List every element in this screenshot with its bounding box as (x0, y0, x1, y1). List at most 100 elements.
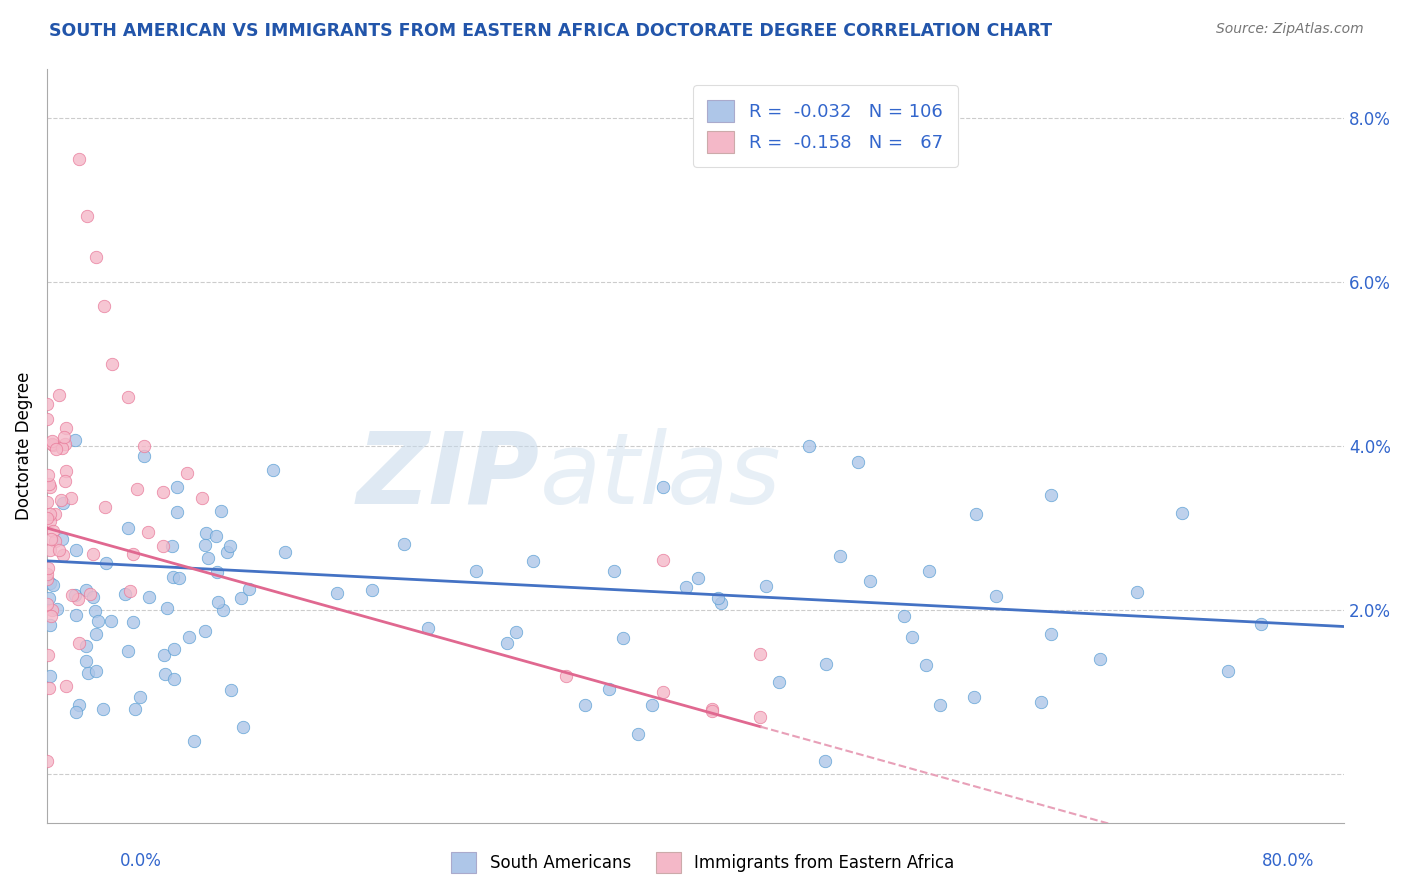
Point (361, 582, 384, 597)
Point (232, 720, 254, 734)
Point (652, 480, 675, 494)
Text: ZIP: ZIP (357, 427, 540, 524)
Point (51, 442, 73, 456)
Point (53, 430, 76, 444)
Point (39, 480, 62, 494)
Point (900, 630, 922, 644)
Point (39, 668, 62, 682)
Point (37, 754, 59, 768)
Point (1029, 695, 1052, 709)
Point (522, 554, 544, 568)
Point (100, 357, 122, 371)
Point (67, 152, 90, 166)
Point (197, 550, 219, 565)
Point (63, 434, 86, 448)
Point (84, 250, 107, 264)
Point (37, 510, 59, 524)
Point (136, 524, 159, 539)
Point (153, 648, 176, 662)
Point (797, 439, 820, 453)
Point (326, 586, 349, 600)
Point (846, 455, 869, 469)
Point (84, 627, 107, 641)
Point (117, 521, 139, 535)
Point (1218, 665, 1240, 679)
Point (84, 604, 107, 618)
Point (91, 702, 114, 716)
Point (67, 636, 90, 650)
Point (77, 666, 100, 681)
Point (35, 566, 58, 581)
Point (176, 466, 198, 480)
Point (122, 547, 145, 561)
Point (46, 602, 69, 616)
Point (41, 437, 63, 451)
Point (554, 669, 576, 683)
Point (65, 607, 87, 622)
Point (134, 439, 156, 453)
Point (48, 388, 70, 402)
Point (66, 592, 89, 607)
Legend: South Americans, Immigrants from Eastern Africa: South Americans, Immigrants from Eastern… (444, 846, 962, 880)
Point (44, 507, 66, 521)
Point (598, 682, 620, 697)
Point (37, 467, 59, 482)
Point (134, 449, 156, 463)
Point (84, 665, 107, 679)
Point (48, 543, 70, 558)
Point (626, 727, 648, 741)
Point (815, 657, 838, 672)
Point (205, 565, 228, 579)
Text: 0.0%: 0.0% (120, 852, 162, 870)
Point (183, 734, 205, 748)
Point (37, 648, 59, 663)
Point (652, 553, 675, 567)
Point (1039, 626, 1062, 640)
Point (749, 647, 772, 661)
Point (41, 434, 63, 448)
Point (707, 591, 730, 606)
Point (38, 507, 60, 521)
Y-axis label: Doctorate Degree: Doctorate Degree (15, 372, 32, 520)
Point (163, 641, 186, 656)
Point (169, 571, 191, 585)
Point (755, 578, 778, 592)
Point (574, 698, 596, 712)
Point (53, 437, 76, 451)
Point (93, 300, 115, 314)
Point (193, 538, 215, 552)
Point (828, 549, 851, 563)
Point (1039, 487, 1062, 501)
Point (87, 614, 110, 628)
Point (1126, 585, 1149, 599)
Point (893, 609, 915, 624)
Point (505, 624, 527, 639)
Point (962, 690, 984, 705)
Point (700, 701, 723, 715)
Point (42, 438, 65, 452)
Point (124, 702, 146, 716)
Point (688, 571, 710, 585)
Point (52, 548, 75, 562)
Point (191, 491, 214, 506)
Point (125, 482, 148, 496)
Point (262, 463, 284, 477)
Point (128, 690, 150, 705)
Point (41, 578, 63, 592)
Point (156, 600, 179, 615)
Point (100, 614, 122, 628)
Point (496, 635, 519, 649)
Point (152, 539, 174, 553)
Point (194, 526, 217, 541)
Point (152, 484, 174, 499)
Point (859, 574, 882, 589)
Point (813, 754, 835, 768)
Point (53, 475, 76, 489)
Point (52, 496, 75, 510)
Point (675, 581, 697, 595)
Point (63, 588, 86, 602)
Point (219, 539, 242, 553)
Point (114, 587, 136, 601)
Point (160, 539, 183, 553)
Point (41, 524, 63, 539)
